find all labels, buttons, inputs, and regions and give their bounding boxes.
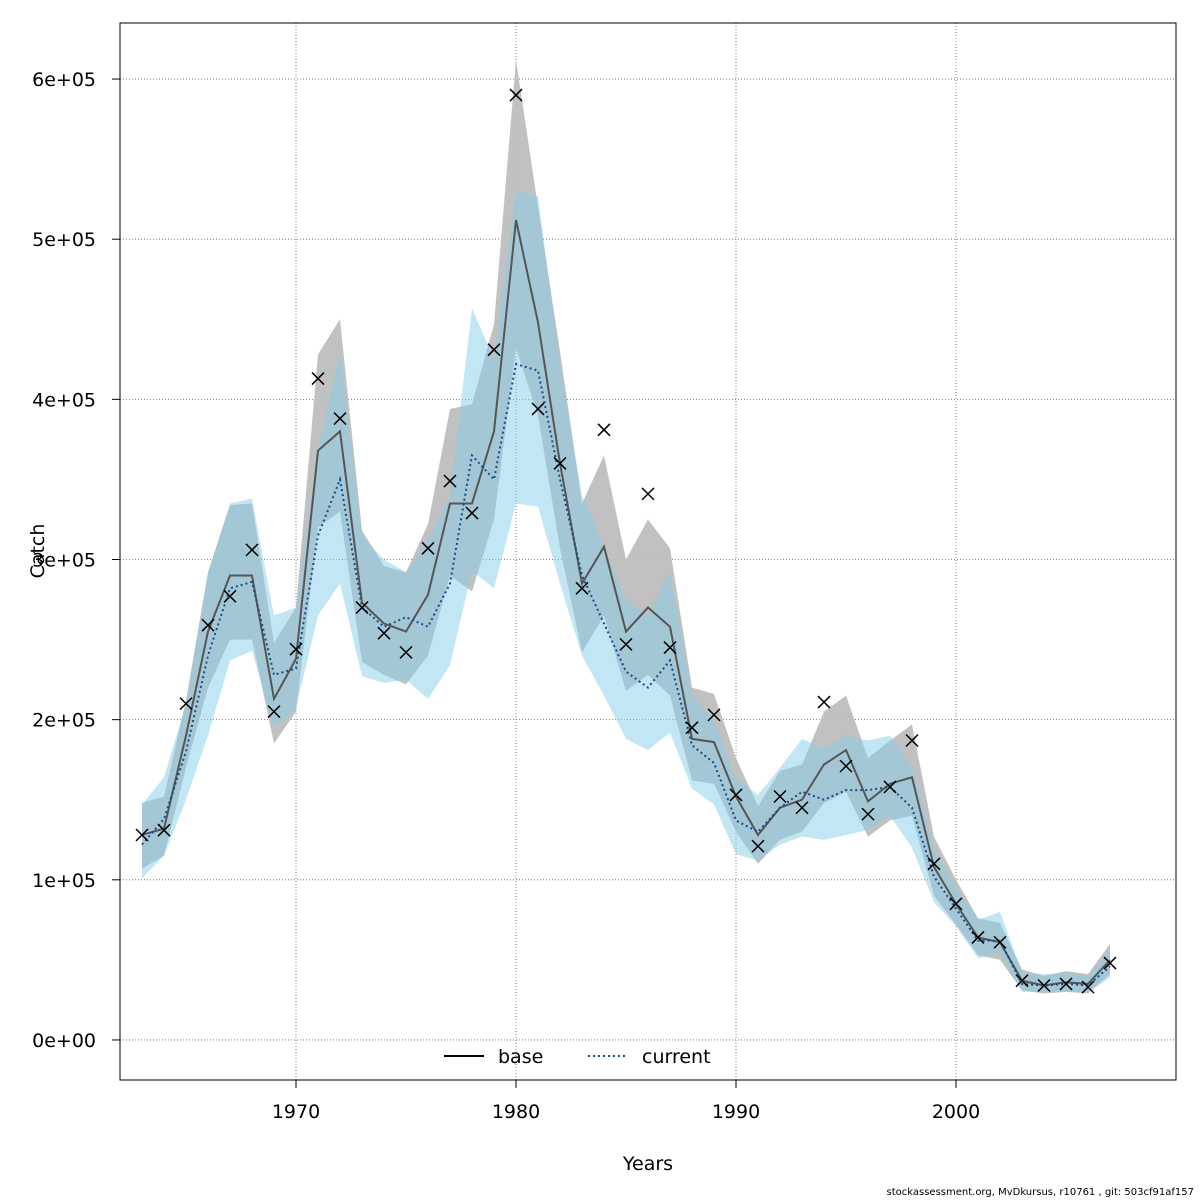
legend: base current <box>444 1046 711 1068</box>
observed-point <box>135 828 149 842</box>
y-tick-label: 1e+05 <box>32 870 96 892</box>
observed-point <box>443 474 457 488</box>
observed-point <box>949 897 963 911</box>
x-tick-label: 1980 <box>492 1101 540 1123</box>
observed-point <box>707 708 721 722</box>
plot-frame <box>119 22 1177 1081</box>
observed-point <box>993 935 1007 949</box>
observed-point <box>399 645 413 659</box>
x-axis-title: Years <box>622 1153 673 1175</box>
observed-point <box>663 641 677 655</box>
confidence-band-current <box>142 191 1110 992</box>
y-tick-label: 4e+05 <box>32 389 96 411</box>
y-axis-title: Catch <box>27 524 49 579</box>
legend-label-current: current <box>642 1046 711 1068</box>
series-lines <box>141 219 1111 987</box>
observed-point <box>1081 980 1095 994</box>
y-tick-label: 3e+05 <box>32 550 96 572</box>
observed-point <box>333 412 347 426</box>
footer-credit: stockassessment.org, MvDkursus, r10761 ,… <box>886 1187 1195 1198</box>
y-tick-label: 5e+05 <box>32 229 96 251</box>
observed-point <box>421 541 435 555</box>
observed-point <box>685 721 699 735</box>
observed-point <box>729 788 743 802</box>
observed-point <box>377 626 391 640</box>
observed-point <box>817 695 831 709</box>
observed-point <box>355 601 369 615</box>
observed-point <box>883 780 897 794</box>
legend-label-base: base <box>498 1046 543 1068</box>
observed-point <box>641 487 655 501</box>
observed-point <box>311 372 325 386</box>
observed-point <box>839 759 853 773</box>
x-tick-label: 1990 <box>712 1101 760 1123</box>
observed-point <box>201 618 215 632</box>
observed-point <box>795 801 809 815</box>
observed-point <box>245 543 259 557</box>
observed-point <box>289 642 303 656</box>
series-line-base <box>141 219 1111 987</box>
series-line-current <box>141 362 1111 987</box>
observed-point <box>1015 974 1029 988</box>
observed-point <box>619 637 633 651</box>
x-tick-label: 2000 <box>932 1101 980 1123</box>
grid-lines <box>120 23 1176 1080</box>
observed-point <box>487 343 501 357</box>
observed-point <box>157 823 171 837</box>
observed-point <box>905 733 919 748</box>
observed-point <box>575 581 589 595</box>
observed-point <box>751 839 765 853</box>
observed-point <box>861 807 875 821</box>
observed-point <box>1037 978 1051 993</box>
observed-point <box>509 88 523 102</box>
observed-point <box>773 790 787 804</box>
observed-point <box>927 857 941 871</box>
observed-point <box>1103 956 1117 970</box>
observed-points <box>135 88 1117 994</box>
observed-point <box>223 589 237 603</box>
observed-point <box>179 697 193 711</box>
axis-ticks: 1970 1980 1990 2000 0e+00 1e+05 2e+05 3e+05 4e+0… <box>32 69 980 1123</box>
y-tick-label: 0e+00 <box>32 1030 96 1052</box>
observed-point <box>971 930 985 944</box>
observed-point <box>531 402 545 416</box>
observed-point <box>553 456 567 470</box>
observed-point <box>465 506 479 520</box>
observed-point <box>1059 977 1073 991</box>
confidence-bands <box>142 59 1110 994</box>
confidence-band-base <box>142 59 1110 994</box>
observed-point <box>597 423 611 437</box>
x-tick-label: 1970 <box>272 1101 320 1123</box>
y-tick-label: 2e+05 <box>32 710 96 732</box>
y-tick-label: 6e+05 <box>32 69 96 91</box>
observed-point <box>267 705 281 719</box>
